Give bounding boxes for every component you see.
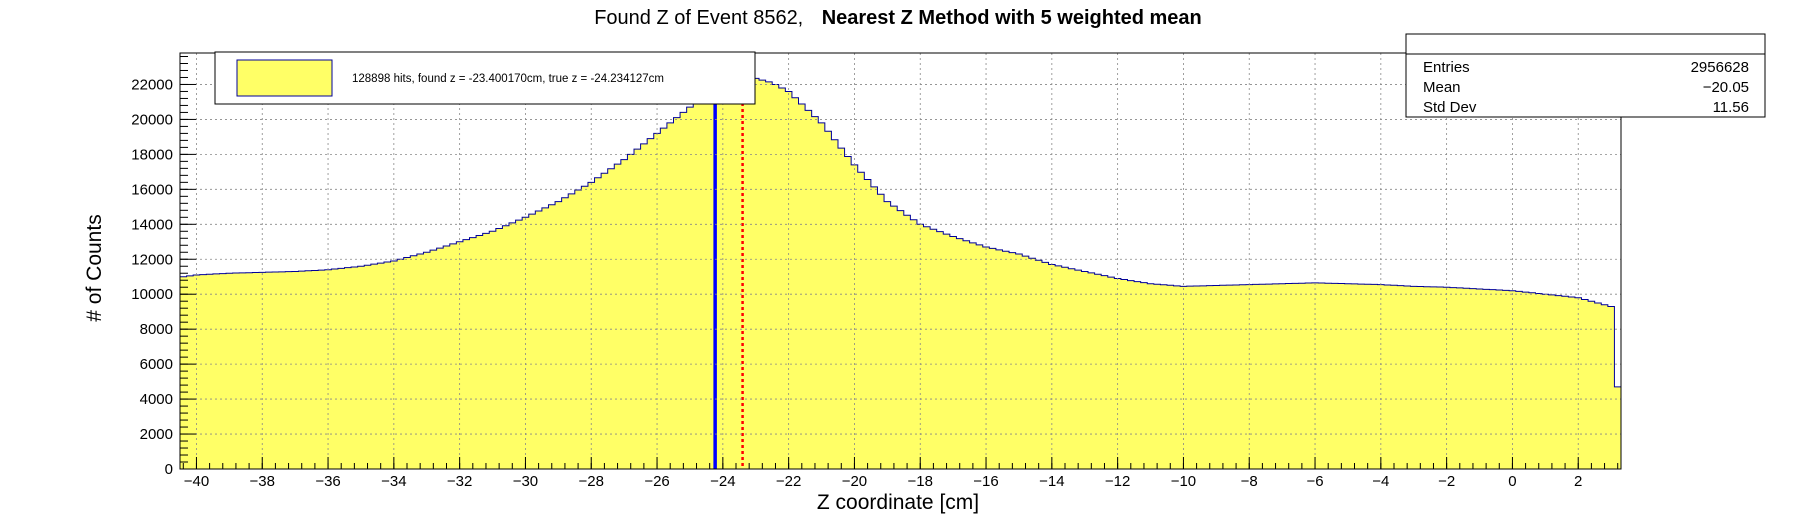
y-tick-label: 6000	[140, 356, 173, 373]
x-tick-label: −16	[973, 473, 998, 490]
stats-stddev-label: Std Dev	[1423, 99, 1477, 116]
x-tick-label: −20	[842, 473, 867, 490]
y-tick-label: 18000	[131, 146, 173, 163]
stats-frame	[1405, 33, 1766, 118]
x-tick-label: −14	[1039, 473, 1064, 490]
chart-title: Found Z of Event 8562, Nearest Z Method …	[594, 7, 1202, 29]
x-tick-label: −26	[644, 473, 669, 490]
y-tick-label: 14000	[131, 216, 173, 233]
stats-mean-value: −20.05	[1703, 79, 1749, 96]
y-tick-label: 16000	[131, 181, 173, 198]
x-tick-label: 2	[1574, 473, 1582, 490]
x-tick-label: −4	[1372, 473, 1389, 490]
stats-mean-label: Mean	[1423, 79, 1461, 96]
grid-overlay	[180, 53, 1621, 469]
x-tick-label: −36	[315, 473, 340, 490]
y-tick-label: 4000	[140, 391, 173, 408]
y-tick-label: 22000	[131, 76, 173, 93]
legend: 128898 hits, found z = -23.400170cm, tru…	[214, 51, 756, 105]
y-tick-label: 12000	[131, 251, 173, 268]
x-tick-label: −38	[250, 473, 275, 490]
x-tick-label: −28	[579, 473, 604, 490]
chart-title-bold: Nearest Z Method with 5 weighted mean	[822, 7, 1202, 29]
x-tick-label: −34	[381, 473, 406, 490]
stats-entries-label: Entries	[1423, 59, 1470, 76]
x-tick-label: −40	[184, 473, 209, 490]
x-axis: −40 −38 −36 −34 −32 −30 −28 −26 −24 −22 −20 −18 −16−…	[182, 457, 1619, 490]
legend-swatch	[236, 59, 333, 97]
y-tick-label: 8000	[140, 321, 173, 338]
y-axis-title: # of Counts	[83, 214, 106, 321]
x-tick-label: 0	[1508, 473, 1516, 490]
x-tick-label: −22	[776, 473, 801, 490]
y-tick-label: 20000	[131, 111, 173, 128]
plot-frame	[179, 52, 1622, 470]
y-tick-label: 10000	[131, 286, 173, 303]
x-tick-label: −6	[1306, 473, 1323, 490]
x-tick-label: −2	[1438, 473, 1455, 490]
stats-entries-value: 2956628	[1691, 59, 1749, 76]
x-tick-label: −8	[1241, 473, 1258, 490]
histogram-fill	[180, 78, 1621, 469]
stats-box: Entries 2956628 Mean −20.05 Std Dev 11.5…	[1405, 33, 1766, 118]
x-tick-label: −30	[513, 473, 538, 490]
legend-entry-label: 128898 hits, found z = -23.400170cm, tru…	[352, 73, 664, 85]
x-axis-title: Z coordinate [cm]	[817, 491, 979, 514]
x-tick-label: −18	[908, 473, 933, 490]
y-tick-label: 2000	[140, 426, 173, 443]
y-axis: 0 2000 4000 6000 8000 10000 12000 14000 16000 180…	[131, 55, 196, 478]
x-tick-label: −32	[447, 473, 472, 490]
chart-title-prefix: Found Z of Event 8562,	[594, 7, 803, 29]
y-tick-label: 0	[165, 461, 173, 478]
x-tick-label: −24	[710, 473, 735, 490]
x-tick-label: −10	[1171, 473, 1196, 490]
x-tick-label: −12	[1105, 473, 1130, 490]
histogram-outline	[179, 77, 1622, 469]
stats-stddev-value: 11.56	[1713, 99, 1749, 116]
